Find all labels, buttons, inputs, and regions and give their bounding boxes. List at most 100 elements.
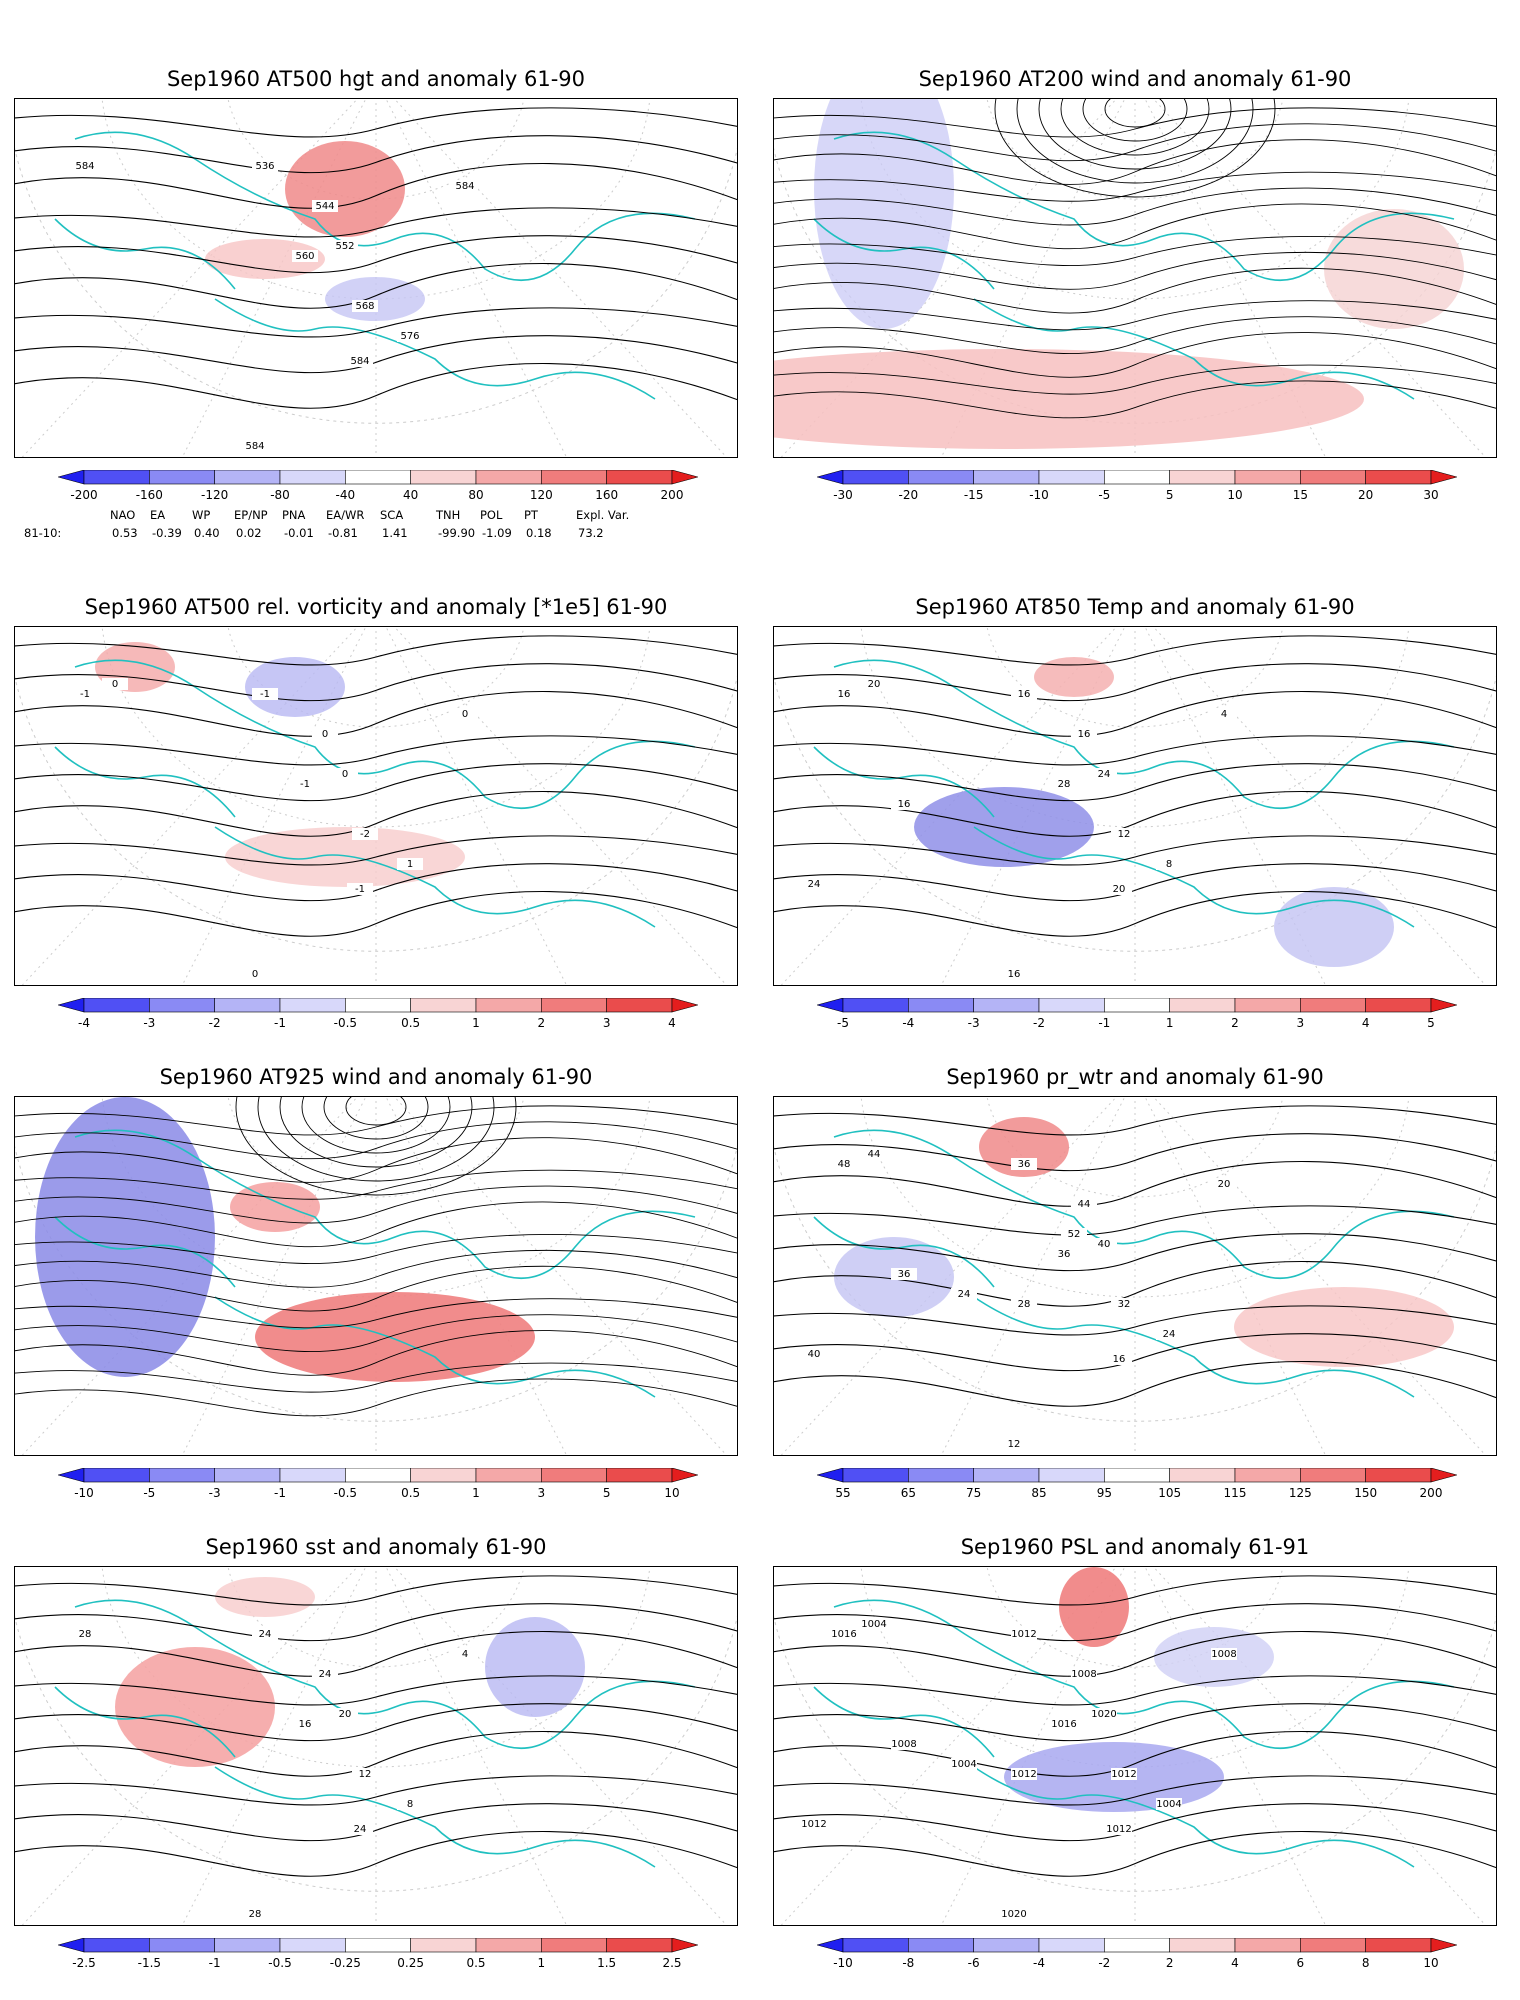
contour-label: 584 — [455, 181, 474, 192]
hemisphere-edge — [774, 1145, 1496, 1422]
map-psl: 1016 1012 1008 1020 1016 1012 1004 1008 1012 1020… — [773, 1566, 1497, 1926]
colorbar-tick-label: 10 — [1423, 1956, 1439, 1970]
colorbar-segment — [1234, 470, 1301, 485]
contour-label: 20 — [868, 679, 881, 690]
streamline — [774, 203, 1496, 250]
contour-line — [15, 690, 737, 737]
contour-label: 48 — [838, 1159, 851, 1170]
map-background — [774, 1567, 1496, 1925]
contour-label: 12 — [1118, 829, 1131, 840]
streamline — [15, 1201, 737, 1248]
contour-label-bg — [352, 300, 378, 312]
graticule-meridian — [22, 99, 358, 457]
contour-label: 28 — [249, 1909, 262, 1920]
colorbar-segment — [541, 998, 607, 1013]
colorbar-segment — [1300, 470, 1366, 485]
contour-line — [774, 1305, 1496, 1336]
contour-label: 0 — [462, 709, 468, 720]
colorbar-segment — [83, 1468, 150, 1483]
index-name: TNH — [436, 508, 461, 522]
contour-line — [15, 235, 737, 274]
colorbar-segment — [606, 1468, 673, 1483]
contour-label: 24 — [1098, 769, 1111, 780]
colorbar-tick-label: 1.5 — [597, 1956, 617, 1970]
streamline-vortex — [301, 1097, 451, 1154]
contour-label-bg — [312, 1668, 338, 1680]
streamline — [15, 1233, 737, 1265]
colorbar-tick-label: -5 — [1098, 488, 1111, 502]
contour-label: 40 — [808, 1349, 821, 1360]
colorbar-segment — [149, 1938, 215, 1953]
colorbar-tick-label: 75 — [966, 1486, 982, 1500]
streamline — [774, 107, 1496, 138]
colorbar-tick-label: -8 — [902, 1956, 915, 1970]
contour-label-bg — [252, 160, 278, 172]
colorbar-segment — [541, 1938, 607, 1953]
index-value: -0.39 — [152, 526, 182, 540]
colorbar-arrow-low — [817, 998, 844, 1013]
contour-label-bg — [861, 678, 887, 690]
index-value: -99.90 — [438, 526, 476, 540]
index-name: NAO — [110, 508, 136, 522]
contour-label-bg — [292, 1718, 318, 1730]
colorbar-segment — [1234, 998, 1301, 1013]
colorbar-psl: -10 -8 -6 -4 -2 2 4 6 8 10 — [817, 1938, 1457, 1970]
contour-line — [15, 863, 737, 902]
streamline-vortex — [257, 1097, 495, 1182]
contour-label-bg — [1156, 858, 1182, 870]
coastlines — [54, 659, 696, 928]
anomaly-shading — [215, 1577, 315, 1617]
colorbar-segment — [1365, 1468, 1432, 1483]
graticule-meridian — [781, 99, 1117, 457]
map-wind925 — [14, 1096, 738, 1456]
colorbar-tick-label: -0.5 — [333, 1486, 358, 1500]
colorbar-segment — [83, 998, 150, 1013]
colorbar-tick-label: -1 — [274, 1016, 286, 1030]
contour-line — [774, 635, 1496, 666]
contour-label-bg — [1211, 1178, 1237, 1190]
contour-label-bg — [1211, 1648, 1237, 1660]
contour-label: 20 — [339, 1709, 352, 1720]
graticule-meridian — [22, 627, 358, 985]
panel-title: Sep1960 AT500 rel. vorticity and anomaly… — [84, 595, 668, 619]
contour-line — [774, 1575, 1496, 1606]
contour-label-bg — [831, 1628, 857, 1640]
colorbar-tick-label: -40 — [335, 488, 356, 502]
colorbar-segment — [1038, 470, 1105, 485]
contour-line — [15, 635, 737, 666]
panel-title: Sep1960 AT200 wind and anomaly 61-90 — [918, 67, 1352, 91]
colorbar-tick-label: 80 — [468, 488, 484, 502]
colorbar-tick-label: -15 — [963, 488, 984, 502]
colorbar-segment — [1169, 470, 1236, 485]
contour-label-bg — [1091, 1708, 1117, 1720]
colorbar-tick-label: 40 — [403, 488, 419, 502]
hemisphere-edge — [15, 675, 737, 952]
anomaly-shading — [255, 1292, 535, 1382]
contour-label-bg — [1001, 1908, 1027, 1920]
contour-label: 16 — [1008, 969, 1021, 980]
graticule-meridian — [393, 627, 727, 985]
hemisphere-edge — [774, 1615, 1496, 1892]
contour-label-bg — [1111, 1768, 1137, 1780]
colorbar-segment — [345, 1938, 411, 1953]
coastlines — [54, 131, 696, 400]
graticule-meridian — [393, 1097, 727, 1455]
panel-title: Sep1960 AT925 wind and anomaly 61-90 — [159, 1065, 593, 1089]
streamline-vortex — [1082, 99, 1188, 142]
anomaly-shading — [230, 1182, 320, 1232]
coastlines — [54, 1129, 696, 1398]
hemisphere-edge — [774, 675, 1496, 952]
streamline-vortex — [323, 1097, 429, 1140]
contour-label-bg — [102, 678, 128, 690]
index-value: 0.40 — [194, 526, 220, 540]
graticule-meridian — [385, 627, 567, 985]
contour-label-bg — [1051, 778, 1077, 790]
colorbar-tick-label: 105 — [1158, 1486, 1182, 1500]
contour-label-bg — [1091, 1238, 1117, 1250]
contour-label-bg — [1051, 1718, 1077, 1730]
colorbar-segment — [83, 470, 150, 485]
index-name: EP/NP — [234, 508, 268, 522]
graticule-parallel — [986, 99, 1284, 200]
streamline — [15, 1249, 737, 1288]
contour-label-bg — [1071, 1198, 1097, 1210]
